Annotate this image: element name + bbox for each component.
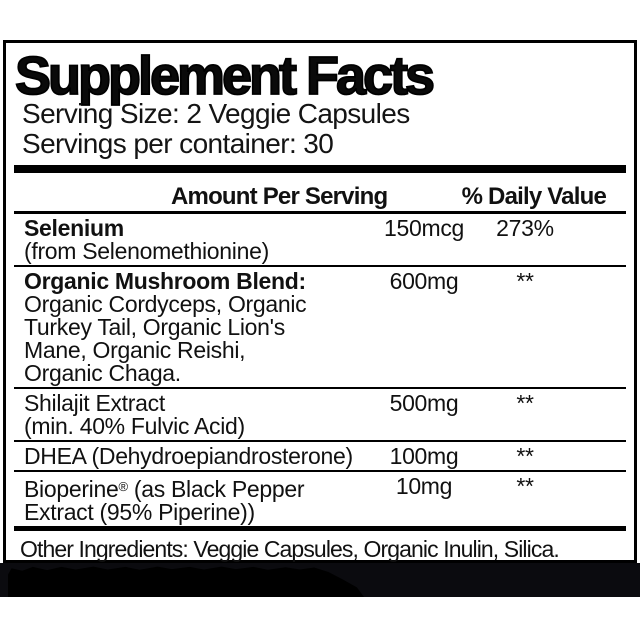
servings-per-container-line: Servings per container: 30 <box>22 128 334 159</box>
row-divider <box>14 265 626 267</box>
ingredient-name-text: (as Black Pepper Extract (95% Piperine)) <box>24 476 305 525</box>
daily-value: ** <box>516 390 534 416</box>
amount-value: 500mg <box>389 390 459 416</box>
ingredient-name: Organic Mushroom Blend: <box>24 268 306 294</box>
footnote-band <box>0 563 640 597</box>
daily-value: ** <box>516 268 534 294</box>
amount-value: 600mg <box>389 268 459 294</box>
amount-value: 150mcg <box>383 215 465 241</box>
row-divider <box>14 387 626 389</box>
ingredient-name: Bioperine® (as Black Pepper Extract (95%… <box>24 475 364 524</box>
serving-size-line: Serving Size: 2 Veggie Capsules <box>22 98 410 129</box>
ingredient-name: Shilajit Extract <box>24 390 165 416</box>
ingredient-description: (from Selenomethionine) <box>24 238 269 264</box>
ingredient-description: (min. 40% Fulvic Acid) <box>24 413 245 439</box>
redacted-footnote-text-blob <box>8 566 364 597</box>
panel-title: Supplement Facts <box>14 46 436 106</box>
ingredient-description: Organic Cordyceps, Organic Turkey Tail, … <box>24 291 307 386</box>
row-divider <box>14 470 626 472</box>
header-divider <box>14 211 626 214</box>
ingredient-name: Selenium <box>24 215 124 241</box>
row-divider <box>14 440 626 442</box>
ingredient-row-dhea: DHEA (Dehydroepiandrosterone) 100mg ** <box>6 442 634 470</box>
ingredient-name-text: Bioperine <box>24 476 119 502</box>
ingredient-row-mushroom-blend: Organic Mushroom Blend: Organic Cordycep… <box>6 267 634 387</box>
ingredient-row-shilajit: Shilajit Extract (min. 40% Fulvic Acid) … <box>6 389 634 440</box>
ingredient-row-selenium: Selenium (from Selenomethionine) 150mcg … <box>6 214 634 265</box>
thick-divider-top <box>14 165 626 173</box>
other-ingredients-line: Other Ingredients: Veggie Capsules, Orga… <box>20 536 560 562</box>
amount-value: 100mg <box>389 443 459 469</box>
supplement-facts-panel: Supplement Facts Serving Size: 2 Veggie … <box>3 40 637 563</box>
amount-value: 10mg <box>395 473 453 499</box>
daily-value: 273% <box>496 215 554 241</box>
amount-per-serving-header: Amount Per Serving <box>171 183 388 210</box>
daily-value: ** <box>516 443 534 469</box>
registered-trademark-symbol: ® <box>118 479 128 494</box>
column-header-row: Amount Per Serving % Daily Value <box>6 173 634 211</box>
daily-value: ** <box>516 473 534 499</box>
thick-divider-bottom <box>14 526 626 531</box>
daily-value-header: % Daily Value <box>461 183 607 210</box>
ingredient-name: DHEA (Dehydroepiandrosterone) <box>24 443 353 469</box>
ingredient-row-bioperine: Bioperine® (as Black Pepper Extract (95%… <box>6 472 634 526</box>
